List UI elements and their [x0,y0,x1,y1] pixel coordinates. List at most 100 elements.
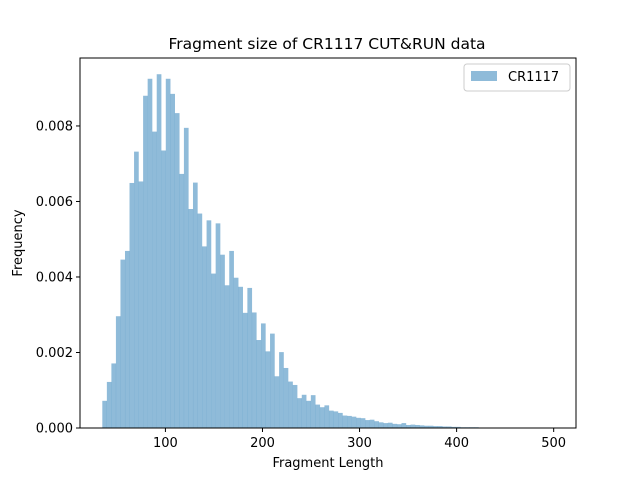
histogram-bar [165,78,171,429]
histogram-bar [446,426,452,428]
histogram-bar [138,181,144,428]
histogram-bar [365,420,370,428]
histogram-bar [215,223,221,428]
x-tick-label: 500 [541,436,566,451]
histogram-bar [347,415,352,428]
y-tick-label: 0.004 [36,270,73,285]
histogram-bar [233,277,239,428]
histogram-bar [342,415,348,428]
histogram-bar [306,400,311,428]
y-tick-label: 0.000 [36,422,73,437]
histogram-bar [274,376,280,428]
histogram-bar [374,421,379,428]
x-axis-ticks: 100 200 300 400 500 [153,428,566,451]
histogram-bar [202,246,207,428]
histogram-bar [170,93,175,429]
histogram-bar [356,417,361,428]
histogram-bar [333,411,339,428]
histogram-bar [288,381,293,428]
histogram-bar [265,351,271,428]
histogram-bar [437,426,443,428]
histogram-bar [238,286,243,428]
histogram-bar [324,405,330,428]
legend: CR1117 [463,63,571,92]
histogram-bar [301,394,307,428]
legend-swatch [471,71,497,81]
legend-box [463,63,571,92]
histogram-bar [156,74,162,428]
x-tick-label: 200 [250,436,275,451]
chart-title: Fragment size of CR1117 CUT&RUN data [168,35,485,53]
plot-frame [79,57,577,429]
histogram-bar [406,424,411,428]
histogram-bar [297,398,302,428]
histogram-bar [147,78,153,429]
histogram-bar [183,127,189,428]
histogram-bar [424,425,429,428]
histogram-bar [433,426,438,428]
histogram-bar [161,150,166,428]
legend-label: CR1117 [508,70,559,85]
histogram-bar [351,416,357,428]
histogram-bar [392,423,398,428]
histogram-bar [428,425,434,428]
histogram-bar [455,426,461,428]
histogram-bar [270,333,275,428]
histogram-bar [206,220,212,428]
bars [102,74,556,429]
histogram-bar [442,426,447,428]
histogram-bar [179,173,185,428]
y-tick-label: 0.002 [36,346,73,361]
histogram-bar [401,423,407,428]
histogram-bar [143,95,148,428]
histogram-bar [451,426,457,428]
histogram-bar [396,424,402,428]
histogram-bar [251,312,257,428]
histogram-bar [129,182,135,428]
histogram-bar [152,131,157,428]
histogram-bar [102,400,107,428]
y-tick-label: 0.006 [36,195,73,210]
histogram-bar [338,412,343,428]
histogram-bar [120,259,126,428]
x-tick-label: 300 [347,436,372,451]
histogram-bar [260,323,266,428]
histogram-bar [410,424,416,428]
histogram-bar [319,407,325,428]
y-tick-label: 0.008 [36,119,73,134]
histogram-bar [387,422,393,428]
histogram-bar [292,384,298,428]
histogram-bar [174,113,180,429]
histogram-bar [315,404,321,428]
histogram-bar [242,312,248,428]
x-tick-label: 400 [444,436,469,451]
histogram-bar [378,422,384,428]
histogram-bar [415,424,420,428]
y-axis-label: Frequency [11,209,26,276]
histogram-bar [211,273,216,428]
histogram-bar [220,254,225,428]
histogram-bar [197,213,203,428]
histogram-bar [383,423,389,428]
histogram-bar [134,151,139,428]
y-axis-ticks: 0.000 0.002 0.004 0.006 0.008 [36,119,80,437]
histogram-bar [124,250,130,428]
histogram-bar [360,418,366,428]
x-axis-label: Fragment Length [272,456,383,471]
histogram-bar [369,419,375,428]
histogram-bar [111,363,117,428]
histogram-bar [115,316,121,428]
x-tick-label: 100 [153,436,178,451]
histogram-bar [279,352,284,428]
histogram-bar [256,340,262,428]
histogram-bar [106,381,112,428]
histogram-bar [229,250,234,428]
histogram-bar [328,410,334,428]
histogram-bar [188,209,194,428]
histogram-bar [283,367,289,428]
histogram-bar [224,285,230,428]
histogram-bar [419,425,425,428]
histogram-bar [192,182,198,428]
